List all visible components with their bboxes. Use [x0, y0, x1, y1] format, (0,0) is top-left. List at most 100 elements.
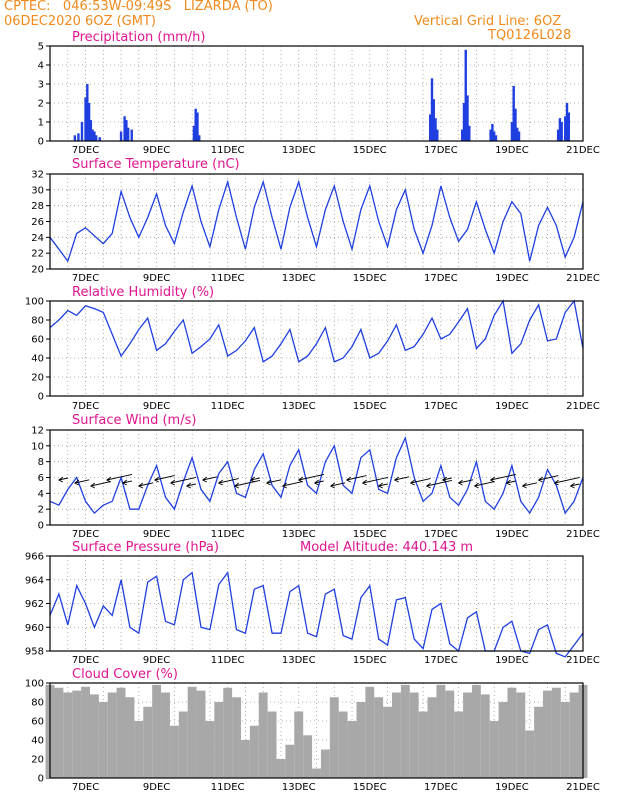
- wind-arrow-head: [553, 479, 559, 486]
- y-tick-label: 6: [38, 473, 44, 484]
- precip-bar: [565, 103, 569, 141]
- wind-arrow-head: [233, 482, 240, 489]
- wind-arrow: [554, 476, 580, 484]
- precip-bar: [512, 85, 515, 141]
- y-tick-label: 22: [31, 249, 44, 260]
- wind-arrow: [394, 476, 410, 481]
- x-tick-label: 13DEC: [282, 145, 316, 156]
- cloud-cover-column: [240, 740, 250, 778]
- wind-arrow-head: [121, 479, 128, 486]
- precip-bar: [434, 118, 437, 141]
- precip-bar: [558, 118, 562, 141]
- cloud-cover-column: [560, 702, 570, 778]
- x-tick-label: 21DEC: [566, 401, 600, 412]
- wind-arrow: [442, 477, 452, 481]
- cloud-cover-column: [400, 684, 410, 778]
- x-tick-label: 19DEC: [495, 782, 529, 793]
- precip-bar: [94, 135, 98, 141]
- x-tick-label: 9DEC: [143, 529, 170, 540]
- wind-arrow: [202, 476, 218, 481]
- cloud-cover-column: [107, 692, 117, 778]
- cloud-cover-column: [320, 749, 330, 778]
- wind-arrow-head: [457, 479, 463, 486]
- x-tick-label: 19DEC: [495, 273, 529, 284]
- y-tick-label: 5: [38, 42, 44, 53]
- wind-arrow: [250, 477, 260, 481]
- cloud-cover-column: [169, 725, 179, 778]
- precip-bar: [98, 137, 101, 141]
- panel-title: Surface Wind (m/s): [72, 413, 196, 428]
- x-tick-label: 13DEC: [282, 273, 316, 284]
- x-tick-label: 17DEC: [424, 401, 458, 412]
- wind-arrow: [74, 479, 90, 484]
- cloud-cover-column: [116, 687, 126, 778]
- wind-arrow: [170, 476, 197, 484]
- wind-arrow-head: [153, 476, 160, 483]
- precip-bar: [130, 129, 133, 141]
- precip-bar: [93, 131, 96, 141]
- cloud-cover-column: [196, 690, 206, 778]
- cloud-cover-column: [347, 721, 357, 778]
- x-tick-label: 17DEC: [424, 782, 458, 793]
- wind-arrow-head: [505, 479, 511, 486]
- cloud-cover-column: [436, 684, 446, 778]
- precip-bar: [430, 78, 434, 141]
- y-tick-label: 0: [38, 392, 44, 403]
- x-tick-label: 21DEC: [566, 145, 600, 156]
- x-tick-label: 15DEC: [353, 401, 387, 412]
- wind-arrow: [218, 478, 239, 484]
- wind-arrow-head: [297, 476, 304, 483]
- cloud-cover-column: [205, 721, 215, 778]
- wind-arrow-head: [377, 482, 383, 489]
- wind-arrow-head: [249, 476, 256, 483]
- precip-bar: [84, 97, 87, 141]
- plot-area: [50, 46, 583, 141]
- cloud-cover-column: [161, 692, 170, 778]
- cloud-cover-column: [516, 692, 526, 778]
- precip-bar: [194, 108, 197, 141]
- cloud-cover-column: [463, 692, 472, 778]
- precip-bar: [567, 112, 570, 141]
- plot-frame: [49, 173, 584, 270]
- x-tick-label: 17DEC: [424, 145, 458, 156]
- x-tick-label: 19DEC: [495, 401, 529, 412]
- cloud-cover-column: [63, 692, 73, 778]
- wind-arrow-head: [58, 476, 64, 483]
- x-tick-label: 21DEC: [566, 782, 600, 793]
- x-tick-label: 13DEC: [282, 401, 316, 412]
- precip-bar: [119, 131, 123, 141]
- x-tick-label: 9DEC: [143, 273, 170, 284]
- y-tick-label: 962: [25, 599, 44, 610]
- y-tick-label: 40: [31, 736, 44, 747]
- precip-bar: [564, 116, 567, 141]
- x-tick-label: 11DEC: [211, 655, 245, 666]
- y-tick-label: 40: [31, 354, 44, 365]
- cloud-cover-column: [329, 697, 339, 778]
- precip-bar: [80, 122, 84, 141]
- x-tick-label: 21DEC: [566, 529, 600, 540]
- cloud-cover-column: [125, 697, 135, 778]
- cloud-cover-column: [89, 694, 99, 778]
- cloud-cover-column: [303, 735, 313, 778]
- x-tick-label: 17DEC: [424, 273, 458, 284]
- panel-3: [46, 299, 584, 397]
- cloud-cover-column: [471, 684, 481, 778]
- x-tick-label: 15DEC: [353, 273, 387, 284]
- x-tick-label: 7DEC: [72, 529, 99, 540]
- wind-arrow-head: [90, 482, 96, 489]
- cloud-cover-column: [134, 721, 144, 778]
- panel-title: Surface Pressure (hPa): [72, 540, 219, 555]
- wind-arrow-head: [329, 482, 335, 489]
- x-tick-label: 19DEC: [495, 529, 529, 540]
- wind-arrow-head: [265, 479, 272, 486]
- wind-arrow-head: [201, 476, 208, 483]
- y-tick-label: 4: [38, 61, 44, 72]
- series-line: [49, 299, 584, 363]
- panel-title: Precipitation (mm/h): [72, 30, 205, 45]
- y-tick-label: 0: [38, 137, 44, 148]
- x-tick-label: 13DEC: [282, 655, 316, 666]
- y-tick-label: 20: [31, 373, 44, 384]
- x-tick-label: 9DEC: [143, 401, 170, 412]
- y-tick-label: 958: [25, 647, 44, 658]
- y-tick-label: 0: [38, 521, 44, 532]
